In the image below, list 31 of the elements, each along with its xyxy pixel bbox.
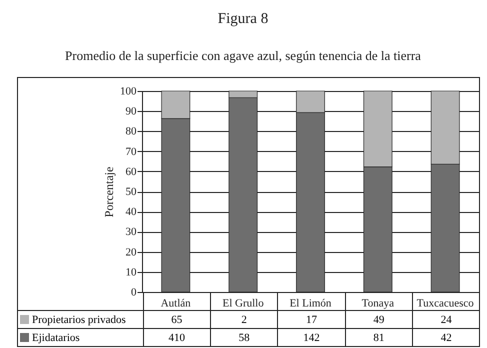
y-tick-label: 100 — [120, 86, 137, 98]
text: 2 — [210, 310, 278, 328]
y-tick-label: 40 — [126, 206, 137, 218]
y-tick-label: 0 — [131, 286, 137, 298]
y-tick-label: 70 — [126, 146, 137, 158]
y-axis-title: Porcentaje — [102, 166, 116, 218]
x-tick-label: El Limón — [290, 298, 332, 310]
text: 24 — [412, 310, 480, 328]
text: 65 — [143, 310, 210, 328]
x-tick-label: El Grullo — [222, 298, 264, 310]
legend-label: Propietarios privados — [18, 310, 143, 328]
y-tick-label: 90 — [126, 106, 137, 118]
chart-title: Figura 8 — [218, 11, 268, 27]
text: 410 — [143, 328, 210, 346]
y-tick-label: 50 — [126, 186, 137, 198]
legend-label: Ejidatarios — [18, 328, 143, 346]
text: 81 — [345, 328, 413, 346]
x-tick-label: Tonaya — [362, 298, 394, 310]
y-tick-label: 10 — [126, 266, 137, 278]
x-tick-label: Autlán — [160, 298, 192, 310]
text: 58 — [210, 328, 278, 346]
chart-subtitle: Promedio de la superficie con agave azul, según tenencia de la tierra — [65, 48, 422, 63]
text: 142 — [278, 328, 346, 346]
y-tick-label: 80 — [126, 126, 137, 138]
y-tick-label: 20 — [126, 246, 137, 258]
y-tick-label: 60 — [126, 166, 137, 178]
y-tick-label: 30 — [126, 226, 137, 238]
x-tick-label: Tuxcacuesco — [416, 298, 474, 310]
text: 17 — [278, 310, 346, 328]
text: 42 — [412, 328, 480, 346]
text: 49 — [345, 310, 413, 328]
